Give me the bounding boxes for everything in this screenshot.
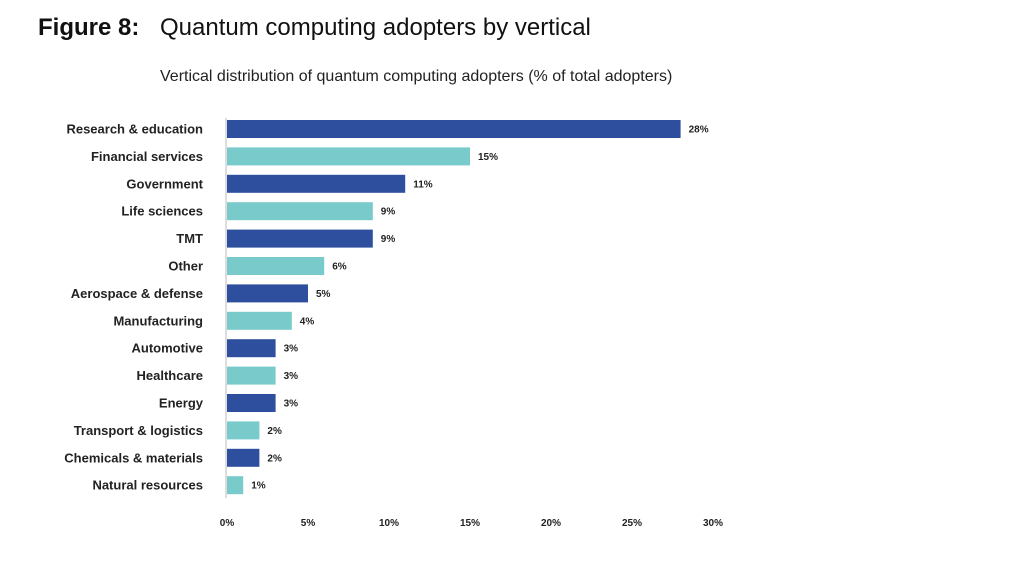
value-label-research-education: 28% (689, 125, 709, 136)
category-label-transport-logistics: Transport & logistics (74, 423, 203, 438)
category-label-life-sciences: Life sciences (121, 204, 203, 219)
x-tick-label: 5% (301, 518, 316, 529)
x-tick-label: 0% (220, 518, 235, 529)
category-label-manufacturing: Manufacturing (113, 313, 203, 328)
value-label-financial-services: 15% (478, 152, 498, 163)
chart-subtitle: Vertical distribution of quantum computi… (160, 68, 673, 85)
category-label-energy: Energy (159, 396, 204, 411)
category-label-natural-resources: Natural resources (92, 478, 203, 493)
bar-tmt (227, 229, 373, 248)
bar-automotive (227, 339, 276, 358)
value-label-other: 6% (332, 262, 347, 273)
bar-healthcare (227, 366, 276, 385)
value-label-tmt: 9% (381, 234, 396, 245)
x-tick-label: 25% (622, 518, 642, 529)
x-tick-label: 15% (460, 518, 480, 529)
category-label-tmt: TMT (176, 231, 203, 246)
bar-transport-logistics (227, 421, 260, 440)
bar-energy (227, 394, 276, 412)
category-label-government: Government (126, 176, 203, 191)
value-label-life-sciences: 9% (381, 207, 396, 218)
value-label-energy: 3% (284, 399, 299, 410)
value-label-healthcare: 3% (284, 371, 299, 382)
x-tick-label: 30% (703, 518, 723, 529)
x-tick-label: 10% (379, 518, 399, 529)
category-label-automotive: Automotive (132, 341, 204, 356)
value-label-natural-resources: 1% (251, 481, 266, 492)
figure-label: Figure 8: (38, 14, 140, 41)
value-label-automotive: 3% (284, 344, 299, 355)
bar-aerospace-defense (227, 284, 308, 303)
bar-chemicals-materials (227, 448, 260, 467)
bar-other (227, 257, 325, 275)
figure-title: Quantum computing adopters by vertical (160, 14, 591, 41)
value-label-aerospace-defense: 5% (316, 289, 331, 300)
bar-financial-services (227, 147, 470, 166)
category-label-research-education: Research & education (66, 122, 203, 137)
value-label-manufacturing: 4% (300, 316, 315, 327)
category-label-chemicals-materials: Chemicals & materials (64, 450, 203, 465)
bar-life-sciences (227, 202, 373, 221)
value-label-government: 11% (413, 179, 433, 190)
value-label-transport-logistics: 2% (267, 426, 282, 437)
x-tick-label: 20% (541, 518, 561, 529)
category-label-aerospace-defense: Aerospace & defense (71, 286, 203, 301)
category-label-other: Other (168, 259, 203, 274)
value-label-chemicals-materials: 2% (267, 453, 282, 464)
bar-natural-resources (227, 476, 244, 495)
category-label-healthcare: Healthcare (137, 368, 203, 383)
bar-research-education (227, 120, 681, 138)
category-label-financial-services: Financial services (91, 149, 203, 164)
bar-government (227, 174, 406, 193)
bar-manufacturing (227, 311, 292, 330)
